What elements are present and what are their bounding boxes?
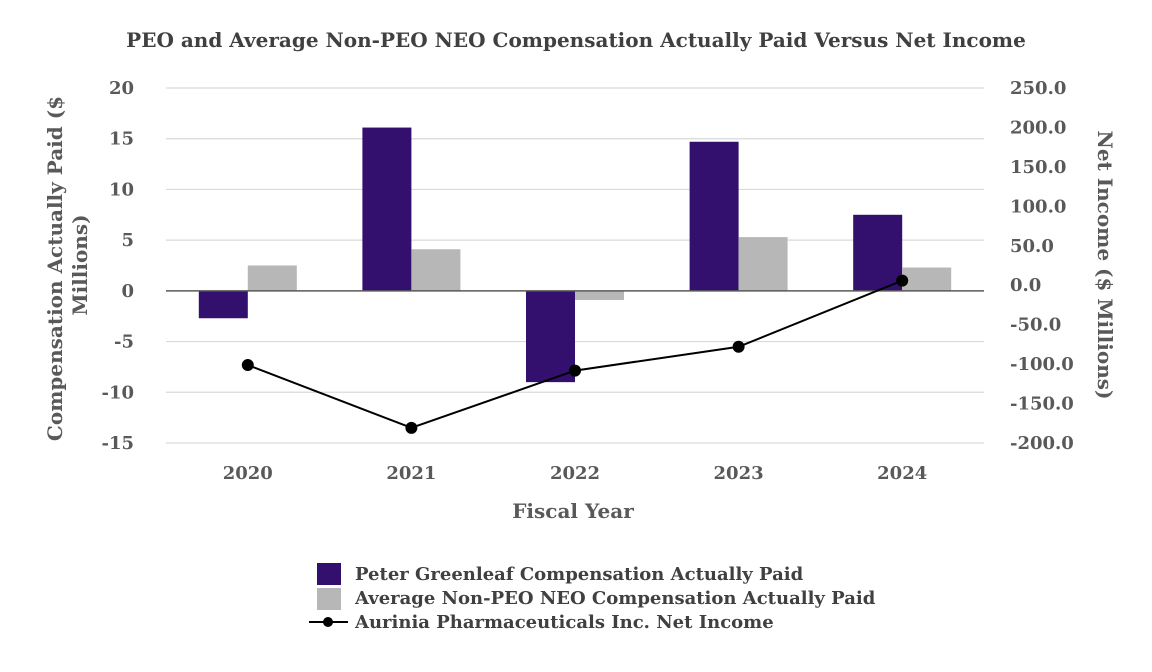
net-income-point: [896, 274, 909, 287]
net-income-point: [405, 421, 418, 434]
y-tick-label: 20: [109, 78, 134, 99]
y2-tick-label: 200.0: [1010, 117, 1066, 138]
bar: [689, 141, 739, 291]
x-tick-label: 2023: [714, 463, 764, 484]
legend-label-net-income: Aurinia Pharmaceuticals Inc. Net Income: [354, 612, 774, 633]
y-tick-label: 10: [109, 179, 134, 200]
bar: [853, 214, 903, 291]
net-income-point: [732, 340, 745, 353]
legend-label-non-peo: Average Non-PEO NEO Compensation Actuall…: [354, 588, 876, 609]
y-tick-label: 5: [121, 230, 134, 251]
bar: [411, 249, 461, 291]
left-axis-ticks: 20 15 10 5 0 -5 -10 -15: [101, 78, 134, 454]
right-axis-ticks: 250.0 200.0 150.0 100.0 50.0 0.0 -50.0 -100.0 -1…: [1010, 78, 1074, 454]
x-tick-label: 2020: [223, 463, 273, 484]
bars: [198, 127, 952, 383]
y2-tick-label: 250.0: [1010, 78, 1066, 99]
y-tick-label: 15: [109, 129, 134, 150]
bar: [198, 290, 248, 319]
net-income-series: [241, 274, 909, 434]
x-tick-label: 2021: [386, 463, 436, 484]
net-income-point: [569, 364, 581, 377]
x-tick-label: 2022: [550, 463, 600, 484]
x-axis-ticks: 2020 2021 2022 2023 2024: [223, 463, 928, 484]
bar: [526, 290, 575, 383]
y2-tick-label: -100.0: [1010, 354, 1074, 375]
y-tick-label: -10: [101, 382, 134, 403]
y-tick-label: -15: [101, 433, 134, 454]
y2-tick-label: 100.0: [1010, 196, 1066, 217]
legend-marker-net-income: [323, 617, 333, 627]
legend-label-peo: Peter Greenleaf Compensation Actually Pa…: [355, 564, 804, 585]
y2-tick-label: -50.0: [1010, 315, 1061, 336]
y-tick-label: -5: [114, 332, 134, 353]
bar: [902, 267, 952, 291]
y2-axis-label: Net Income ($ Millions): [1093, 131, 1117, 400]
bar: [575, 290, 624, 300]
x-axis-label: Fiscal Year: [512, 499, 634, 523]
bar: [362, 127, 412, 291]
x-tick-label: 2024: [877, 463, 927, 484]
legend-swatch-peo: [317, 563, 341, 585]
bar: [247, 265, 297, 291]
bar: [738, 237, 788, 291]
legend-swatch-non-peo: [317, 588, 341, 610]
y2-tick-label: 0.0: [1010, 275, 1041, 296]
y2-tick-label: 50.0: [1010, 236, 1054, 257]
legend: Peter Greenleaf Compensation Actually Pa…: [309, 563, 876, 633]
y-tick-label: 0: [121, 281, 134, 302]
y2-tick-label: 150.0: [1010, 157, 1066, 178]
y2-tick-label: -200.0: [1010, 433, 1074, 454]
y2-tick-label: -150.0: [1010, 394, 1074, 415]
y-axis-label: Compensation Actually Paid ($ Millions): [43, 89, 92, 441]
chart-title: PEO and Average Non-PEO NEO Compensation…: [126, 28, 1026, 52]
net-income-point: [241, 359, 254, 372]
